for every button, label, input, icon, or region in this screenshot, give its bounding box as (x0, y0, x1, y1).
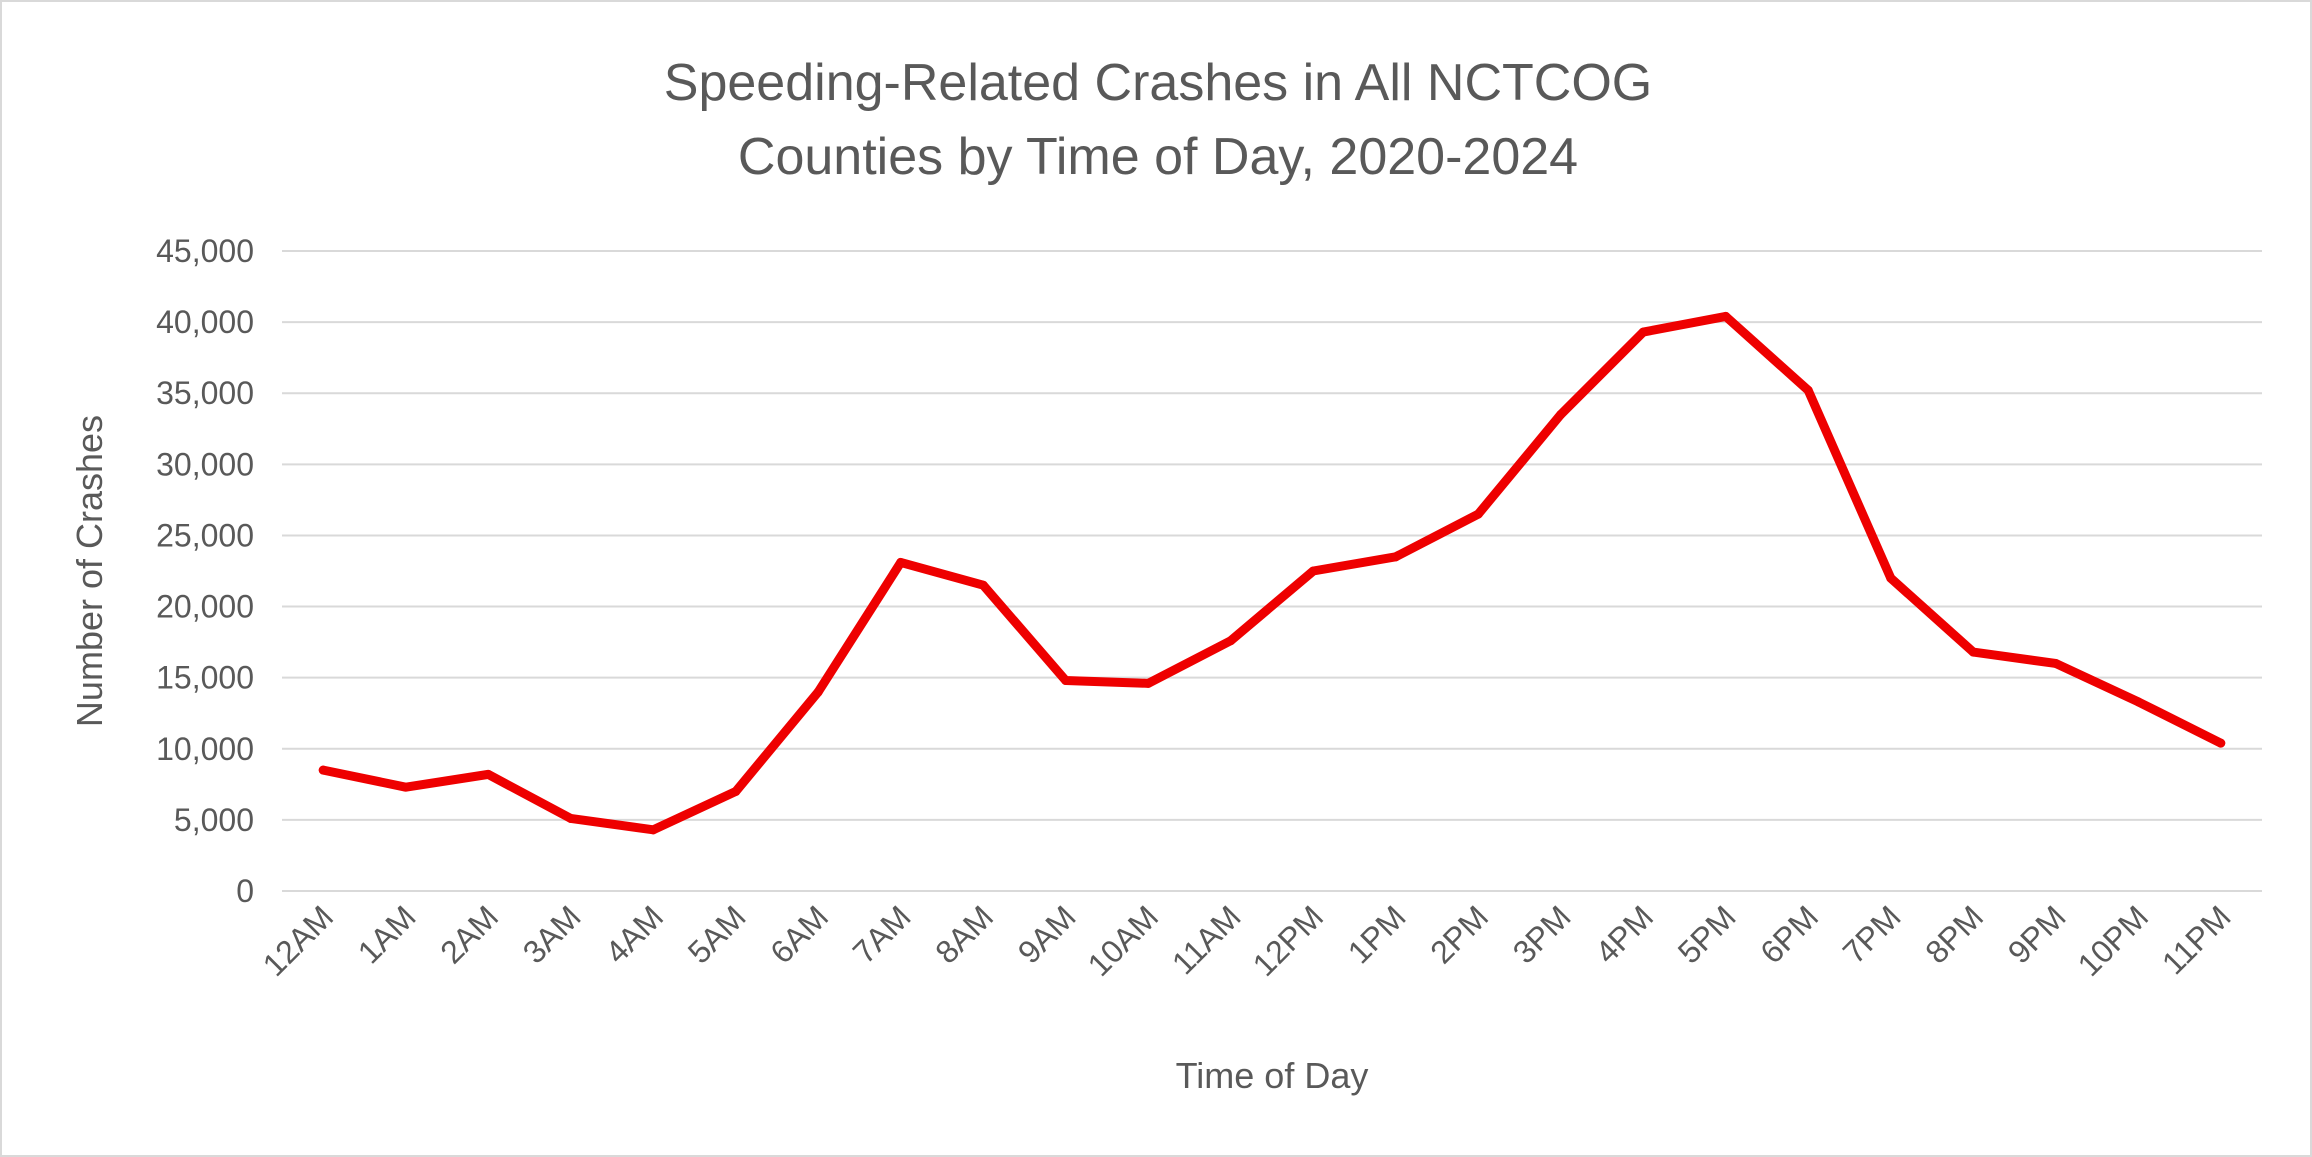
y-axis-title: Number of Crashes (69, 415, 110, 727)
x-tick-label: 8PM (1918, 898, 1990, 970)
x-tick-label: 9PM (2001, 898, 2073, 970)
data-point (1061, 676, 1071, 686)
data-point (1556, 410, 1566, 420)
x-tick-label: 4PM (1588, 898, 1660, 970)
data-point (401, 782, 411, 792)
x-tick-label: 2AM (433, 898, 505, 970)
x-tick-label: 11AM (1165, 898, 1248, 981)
x-tick-label: 11PM (2155, 898, 2238, 981)
y-tick-label: 30,000 (156, 446, 254, 482)
x-tick-label: 12PM (1246, 898, 1331, 983)
data-point (566, 813, 576, 823)
data-point (1803, 385, 1813, 395)
y-tick-label: 5,000 (174, 802, 254, 838)
x-tick-label: 2PM (1423, 898, 1495, 970)
data-point (1473, 509, 1483, 519)
y-tick-label: 45,000 (156, 233, 254, 269)
x-tick-label: 9AM (1011, 898, 1083, 970)
data-point (483, 769, 493, 779)
x-tick-label: 6AM (763, 898, 835, 970)
x-tick-label: 1AM (351, 898, 423, 970)
data-point (1886, 573, 1896, 583)
data-point (2216, 738, 2226, 748)
x-tick-label: 4AM (598, 898, 670, 970)
data-point (731, 786, 741, 796)
data-point (1721, 311, 1731, 321)
y-tick-label: 20,000 (156, 589, 254, 625)
x-tick-label: 5PM (1671, 898, 1743, 970)
series-line (318, 311, 2226, 835)
data-point (2051, 658, 2061, 668)
data-point (2133, 697, 2143, 707)
x-tick-label: 7PM (1836, 898, 1908, 970)
chart-title-line-2: Counties by Time of Day, 2020-2024 (738, 128, 1578, 186)
y-tick-label: 0 (236, 873, 254, 909)
x-tick-label: 6PM (1753, 898, 1825, 970)
y-tick-label: 25,000 (156, 517, 254, 553)
x-tick-label: 8AM (928, 898, 1000, 970)
x-tick-label: 12AM (256, 898, 341, 983)
x-tick-label: 10PM (2071, 898, 2156, 983)
data-point (896, 557, 906, 567)
x-tick-label: 7AM (846, 898, 918, 970)
x-tick-label: 5AM (681, 898, 753, 970)
y-tick-label: 35,000 (156, 375, 254, 411)
y-tick-label: 10,000 (156, 731, 254, 767)
y-tick-label: 40,000 (156, 304, 254, 340)
chart-title-line-1: Speeding-Related Crashes in All NCTCOG (664, 54, 1652, 112)
x-tick-label: 3PM (1506, 898, 1578, 970)
x-tick-label: 10AM (1081, 898, 1166, 983)
data-point (978, 580, 988, 590)
data-point (648, 825, 658, 835)
data-point (1968, 647, 1978, 657)
data-point (1391, 552, 1401, 562)
data-point (1638, 327, 1648, 337)
data-point (1226, 636, 1236, 646)
data-point (813, 687, 823, 697)
data-point (1308, 566, 1318, 576)
y-tick-label: 15,000 (156, 660, 254, 696)
x-tick-label: 1PM (1341, 898, 1413, 970)
x-axis-title: Time of Day (1176, 1055, 1369, 1096)
data-point (318, 765, 328, 775)
x-tick-label: 3AM (516, 898, 588, 970)
data-point (1143, 678, 1153, 688)
